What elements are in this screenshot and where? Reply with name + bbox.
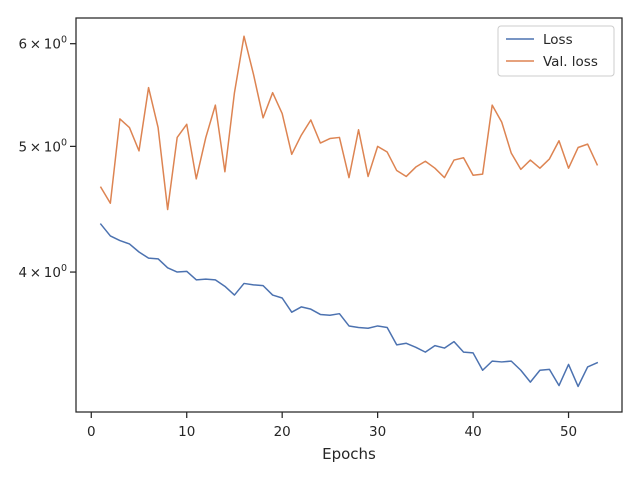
series-line-loss: [99, 223, 599, 388]
y-tick-label: 5 × 100: [18, 137, 67, 155]
x-tick-label: 40: [464, 424, 481, 440]
y-tick-label: 4 × 100: [18, 263, 67, 281]
x-tick-label: 50: [560, 424, 577, 440]
series-line-val-loss: [99, 35, 599, 211]
y-tick-label: 6 × 100: [18, 35, 67, 53]
legend-label: Loss: [543, 32, 573, 48]
x-tick-label: 20: [274, 424, 291, 440]
x-axis-label: Epochs: [322, 445, 376, 463]
plot-frame: [75, 17, 623, 413]
legend: Loss Val. loss: [497, 25, 615, 77]
axes-layer: 0 10 20 30 40 50 4 × 100 5 × 100 6 × 100: [18, 17, 623, 440]
x-tick-label: 30: [369, 424, 386, 440]
x-tick-label: 0: [87, 424, 96, 440]
series-layer: [99, 35, 599, 388]
legend-label: Val. loss: [543, 54, 598, 70]
x-tick-label: 10: [178, 424, 195, 440]
